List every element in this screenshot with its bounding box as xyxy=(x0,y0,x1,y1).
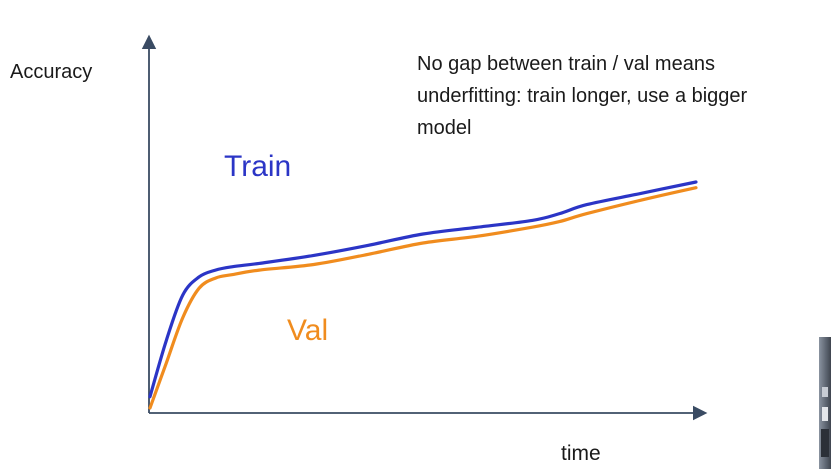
train-series-line xyxy=(148,180,698,399)
y-axis-label: Accuracy xyxy=(10,61,92,83)
x-axis-label: time xyxy=(561,442,601,465)
annotation-line-3: model xyxy=(417,117,471,139)
annotation: No gap between train / val means underfi… xyxy=(417,53,748,139)
side-panel-thumbnail xyxy=(819,337,831,469)
val-series-line xyxy=(148,186,698,410)
series-layer xyxy=(148,180,698,410)
train-series-label: Train xyxy=(224,150,291,183)
annotation-line-2: underfitting: train longer, use a bigger xyxy=(417,85,748,107)
val-series-label: Val xyxy=(287,314,328,347)
annotation-line-1: No gap between train / val means xyxy=(417,53,715,75)
